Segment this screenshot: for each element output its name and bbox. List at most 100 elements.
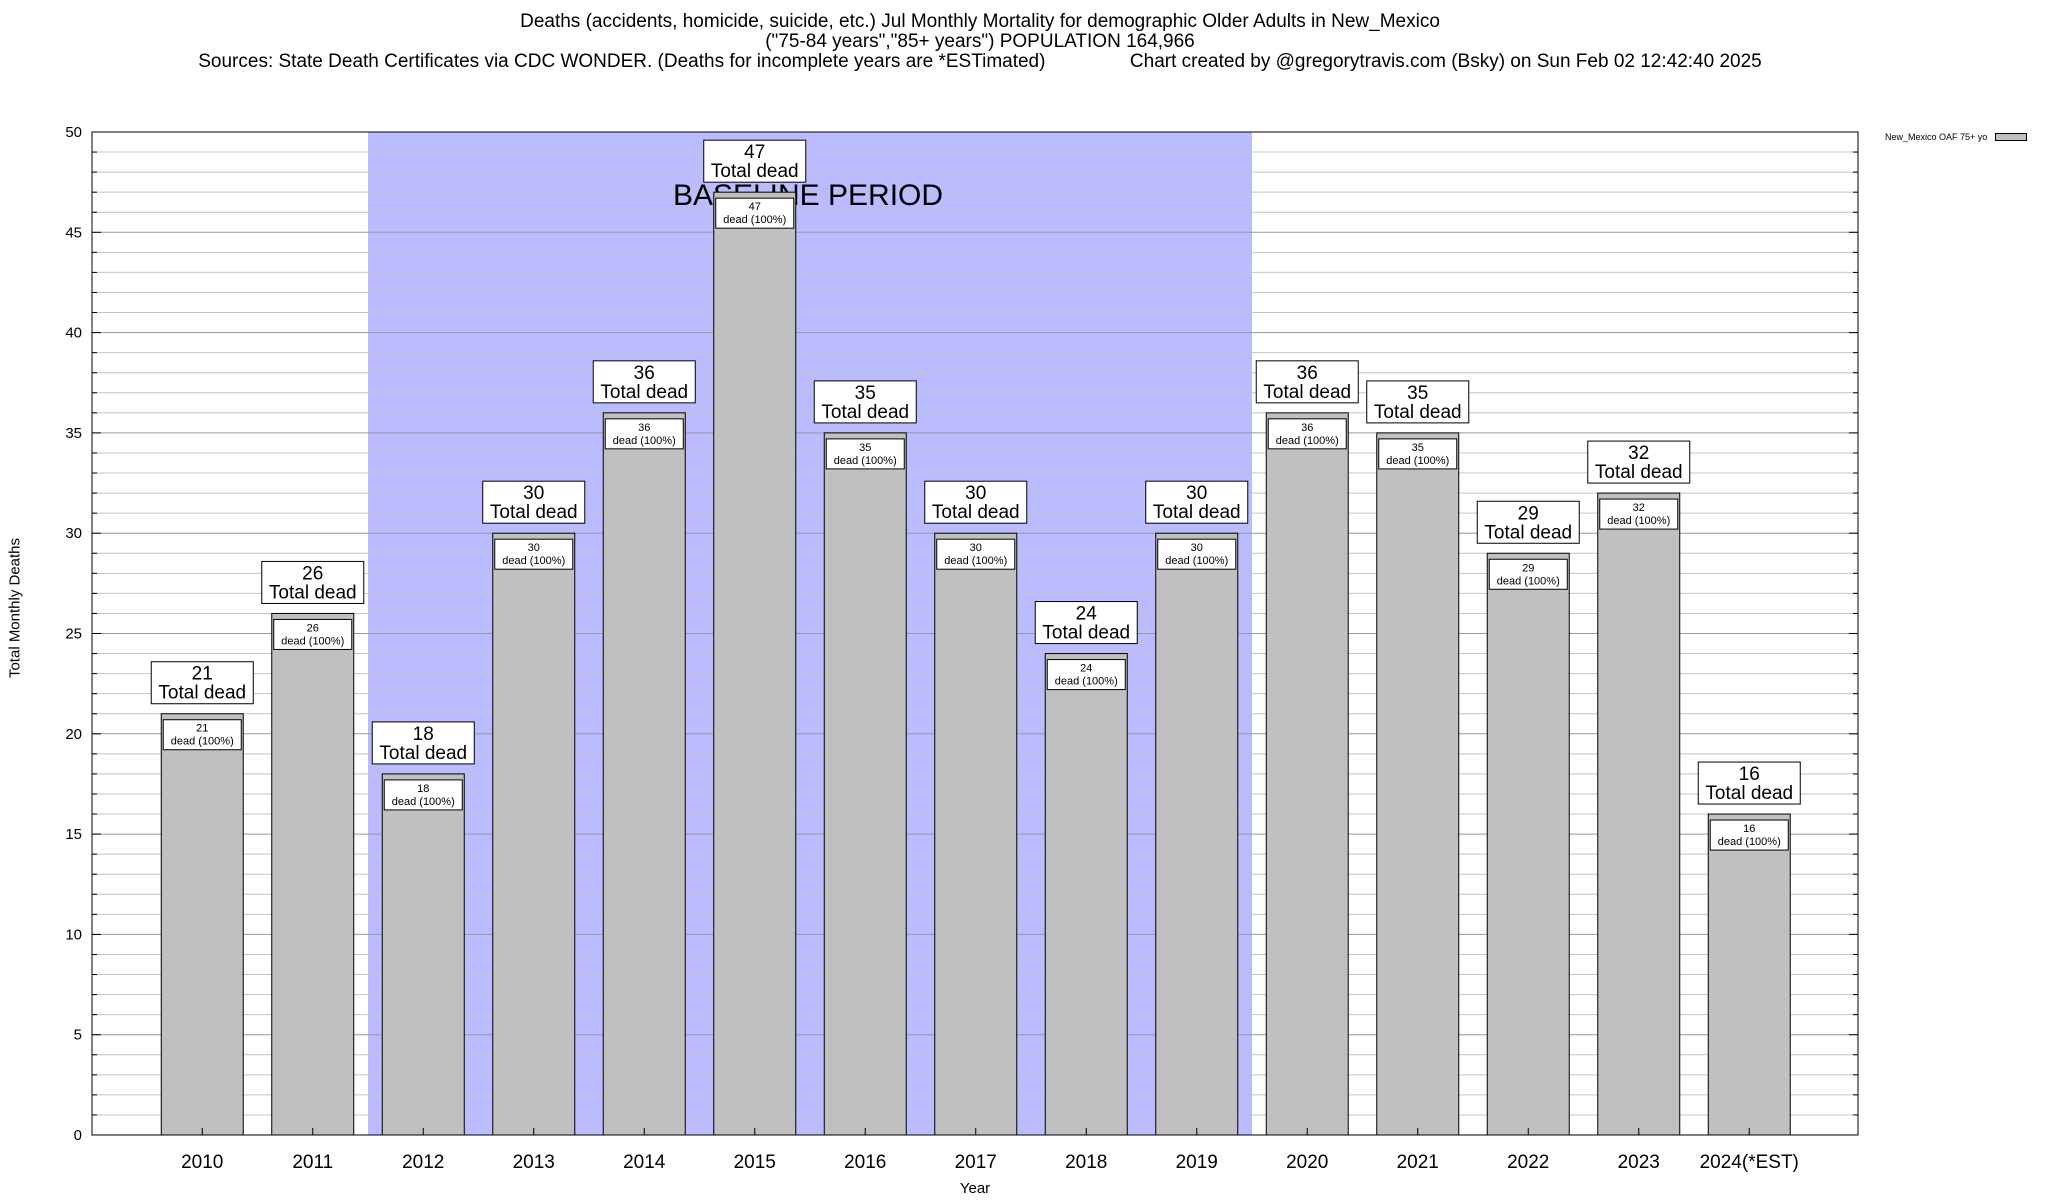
x-tick-label: 2014 bbox=[623, 1152, 666, 1173]
bar bbox=[1486, 552, 1570, 1136]
chart-subtitle: ("75-84 years","85+ years") POPULATION 1… bbox=[765, 31, 1195, 52]
bar-inner-value: 18 bbox=[417, 783, 429, 795]
bar-total-label: Total dead bbox=[1153, 502, 1241, 523]
x-tick-label: 2020 bbox=[1286, 1152, 1328, 1173]
bar-inner-label-box bbox=[1599, 498, 1679, 530]
bar-total-label-box bbox=[150, 661, 254, 705]
bar-inner-value: 29 bbox=[1522, 562, 1534, 574]
bar bbox=[1707, 813, 1791, 1136]
bar bbox=[381, 773, 465, 1136]
bar-inner-value: 30 bbox=[1191, 542, 1203, 554]
bar-inner-label: dead (100%) bbox=[1607, 515, 1670, 527]
bar-inner-label-box bbox=[1046, 659, 1126, 691]
bar-inner-value: 47 bbox=[749, 201, 761, 213]
bar bbox=[934, 532, 1018, 1136]
y-tick-label: 20 bbox=[65, 726, 82, 743]
bar-total-label-box bbox=[1697, 761, 1801, 805]
bar-inner-value: 16 bbox=[1743, 823, 1755, 835]
y-tick-label: 50 bbox=[65, 124, 82, 141]
y-tick-label: 25 bbox=[65, 626, 82, 643]
bar-total-value: 29 bbox=[1518, 503, 1539, 524]
bar-inner-value: 30 bbox=[528, 542, 540, 554]
chart-title: Deaths (accidents, homicide, suicide, et… bbox=[520, 11, 1440, 32]
bar-total-value: 21 bbox=[192, 664, 213, 685]
bar-inner-label: dead (100%) bbox=[281, 635, 344, 647]
bar-inner-label: dead (100%) bbox=[834, 455, 897, 467]
bar-inner-value: 24 bbox=[1080, 663, 1092, 675]
x-tick-label: 2024(*EST) bbox=[1700, 1152, 1799, 1173]
plot-frame bbox=[91, 131, 1859, 1136]
bar-inner-label-box bbox=[1709, 819, 1789, 851]
bar-inner-label-box bbox=[383, 779, 463, 811]
bar-total-value: 35 bbox=[1407, 383, 1428, 404]
bar-total-label: Total dead bbox=[269, 582, 357, 603]
chart-title-block: Deaths (accidents, homicide, suicide, et… bbox=[0, 12, 1960, 72]
bar-total-label-box bbox=[1587, 440, 1691, 484]
bar-total-label: Total dead bbox=[821, 402, 909, 423]
bar-inner-label-box bbox=[1378, 438, 1458, 470]
bar-total-label-box bbox=[1366, 380, 1470, 424]
bar-inner-label-box bbox=[604, 418, 684, 450]
bar-inner-label: dead (100%) bbox=[1497, 575, 1560, 587]
bar-total-label: Total dead bbox=[1595, 462, 1683, 483]
x-axis-label: Year bbox=[959, 1180, 991, 1197]
x-tick-label: 2015 bbox=[734, 1152, 776, 1173]
chart-source-line: Sources: State Death Certificates via CD… bbox=[198, 51, 1762, 72]
bar-total-label: Total dead bbox=[1042, 623, 1130, 644]
bar-inner-label-box bbox=[494, 538, 574, 570]
bar-inner-label: dead (100%) bbox=[171, 736, 234, 748]
bar-total-label: Total dead bbox=[711, 161, 799, 182]
bar-total-label: Total dead bbox=[490, 502, 578, 523]
bar-inner-label: dead (100%) bbox=[613, 435, 676, 447]
y-axis-label: Total Monthly Deaths bbox=[6, 537, 24, 679]
bar-inner-label-box bbox=[273, 618, 353, 650]
bar bbox=[713, 191, 797, 1136]
y-tick-label: 35 bbox=[65, 425, 82, 442]
bar-total-label: Total dead bbox=[1374, 402, 1462, 423]
bar-total-label: Total dead bbox=[932, 502, 1020, 523]
bar-total-label-box bbox=[1476, 500, 1580, 544]
bar-total-label: Total dead bbox=[379, 743, 467, 764]
x-tick-label: 2017 bbox=[955, 1152, 997, 1173]
bar-total-value: 30 bbox=[965, 483, 986, 504]
x-tick-label: 2021 bbox=[1397, 1152, 1439, 1173]
y-tick-label: 5 bbox=[74, 1027, 82, 1044]
bar-inner-label: dead (100%) bbox=[1055, 676, 1118, 688]
bar-total-label-box bbox=[1255, 360, 1359, 404]
bar-inner-label-box bbox=[1267, 418, 1347, 450]
bar-total-value: 30 bbox=[523, 483, 544, 504]
bar bbox=[492, 532, 576, 1136]
bar-inner-label: dead (100%) bbox=[392, 796, 455, 808]
y-tick-label: 0 bbox=[74, 1127, 82, 1144]
bar-inner-value: 36 bbox=[1301, 422, 1313, 434]
y-tick-label: 30 bbox=[65, 525, 82, 542]
bar-total-label: Total dead bbox=[1484, 522, 1572, 543]
bar bbox=[602, 412, 686, 1136]
x-tick-label: 2018 bbox=[1065, 1152, 1107, 1173]
bar-total-label-box bbox=[813, 380, 917, 424]
bar-total-label-box bbox=[371, 721, 475, 765]
bar-total-label: Total dead bbox=[1705, 783, 1793, 804]
bar-inner-label: dead (100%) bbox=[723, 214, 786, 226]
bar bbox=[1376, 432, 1460, 1136]
bar bbox=[160, 713, 244, 1136]
bar-total-label-box bbox=[592, 360, 696, 404]
bar-inner-value: 21 bbox=[196, 723, 208, 735]
bar-total-label-box bbox=[261, 560, 365, 604]
bar-inner-label-box bbox=[1488, 558, 1568, 590]
bar-inner-label: dead (100%) bbox=[1386, 455, 1449, 467]
x-tick-label: 2016 bbox=[844, 1152, 886, 1173]
bar-total-value: 47 bbox=[744, 142, 765, 163]
bar bbox=[1044, 653, 1128, 1136]
x-tick-label: 2019 bbox=[1176, 1152, 1218, 1173]
bar-total-label-box bbox=[1145, 480, 1249, 524]
bar-inner-label: dead (100%) bbox=[944, 555, 1007, 567]
bar-inner-label: dead (100%) bbox=[1718, 836, 1781, 848]
x-tick-label: 2010 bbox=[181, 1152, 223, 1173]
x-tick-label: 2013 bbox=[513, 1152, 555, 1173]
bar-inner-value: 26 bbox=[307, 622, 319, 634]
bar-total-label: Total dead bbox=[600, 382, 688, 403]
bar-total-label-box bbox=[703, 139, 807, 183]
legend: New_Mexico OAF 75+ yo bbox=[1885, 132, 2028, 142]
bar bbox=[1155, 532, 1239, 1136]
